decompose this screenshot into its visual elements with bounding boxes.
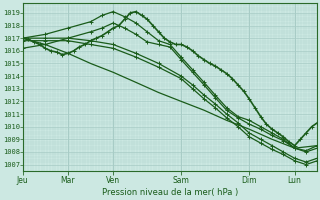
X-axis label: Pression niveau de la mer( hPa ): Pression niveau de la mer( hPa ): [102, 188, 238, 197]
